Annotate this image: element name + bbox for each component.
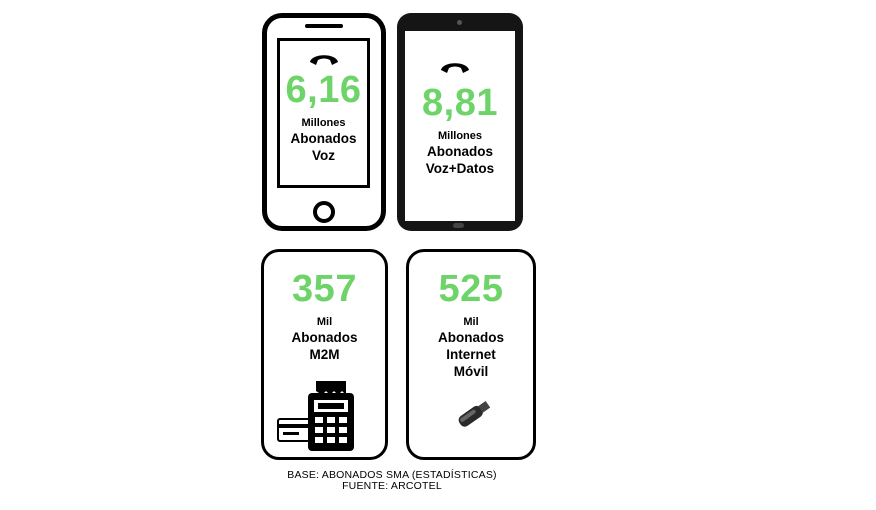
mobile-internet-subscribers-label-1: Abonados [438, 330, 504, 345]
usb-modem-icon [458, 400, 491, 427]
voice-subscribers-value: 6,16 [285, 69, 362, 111]
smartphone-frame: 6,16 Millones Abonados Voz [262, 13, 386, 231]
mobile-internet-subscribers-label-3: Móvil [453, 364, 489, 379]
mobile-internet-subscribers-unit: Mil [463, 316, 479, 328]
mobile-internet-card: 525 Mil Abonados Internet Móvil [406, 249, 536, 460]
m2m-card: 357 Mil Abonados M2M [261, 249, 388, 460]
m2m-subscribers-value: 357 [292, 268, 357, 310]
phone-handset-icon [310, 55, 338, 65]
voice-subscribers-label-1: Abonados [290, 131, 357, 146]
tablet-home-button [453, 223, 464, 228]
m2m-subscribers-label-2: M2M [309, 347, 340, 362]
base-note: BASE: ABONADOS SMA (ESTADÍSTICAS) [287, 469, 497, 481]
phone-speaker [305, 24, 343, 28]
source-credit: FUENTE: ARCOTEL [342, 480, 442, 492]
voice-data-subscribers-value: 8,81 [422, 82, 498, 124]
tablet-frame: 8,81 Millones Abonados Voz+Datos [397, 13, 523, 231]
phone-screen: 6,16 Millones Abonados Voz [277, 38, 370, 188]
phone-home-button [313, 201, 335, 223]
voice-data-subscribers-label-2: Voz+Datos [425, 161, 495, 176]
mobile-internet-subscribers-value: 525 [438, 268, 504, 310]
pos-terminal-icon [277, 381, 354, 451]
source-note: BASE: ABONADOS SMA (ESTADÍSTICAS) FUENTE… [262, 470, 522, 492]
voice-data-subscribers-unit: Millones [437, 130, 482, 142]
voice-subscribers-label-2: Voz [312, 148, 335, 163]
mobile-internet-subscribers-label-2: Internet [446, 347, 496, 362]
tablet-screen: 8,81 Millones Abonados Voz+Datos [405, 31, 515, 221]
tablet-camera [457, 20, 462, 25]
phone-handset-icon [441, 63, 469, 73]
m2m-subscribers-label-1: Abonados [291, 330, 358, 345]
voice-subscribers-unit: Millones [301, 117, 346, 129]
m2m-subscribers-unit: Mil [316, 316, 333, 328]
voice-data-subscribers-label-1: Abonados [427, 144, 493, 159]
